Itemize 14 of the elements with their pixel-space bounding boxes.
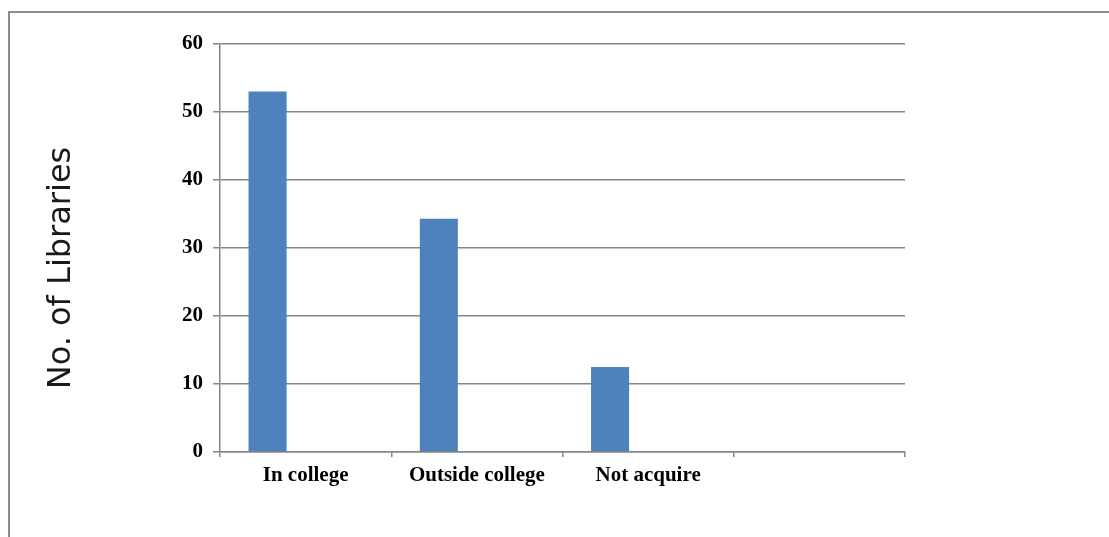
y-tick-label: 0 bbox=[192, 438, 203, 463]
bar bbox=[419, 218, 458, 452]
y-tick-label: 60 bbox=[182, 30, 203, 55]
bar bbox=[591, 367, 630, 452]
y-tick-label: 50 bbox=[182, 98, 203, 123]
y-tick-label: 30 bbox=[182, 234, 203, 259]
x-tick-label: Not acquire bbox=[595, 462, 701, 487]
y-tick-label: 20 bbox=[182, 302, 203, 327]
y-tick-label: 10 bbox=[182, 370, 203, 395]
y-tick-label: 40 bbox=[182, 166, 203, 191]
x-tick-label: In college bbox=[262, 462, 349, 487]
y-axis-title: No. of Libraries bbox=[40, 146, 79, 390]
x-tick-label: Outside college bbox=[408, 462, 545, 487]
bar bbox=[248, 91, 287, 452]
